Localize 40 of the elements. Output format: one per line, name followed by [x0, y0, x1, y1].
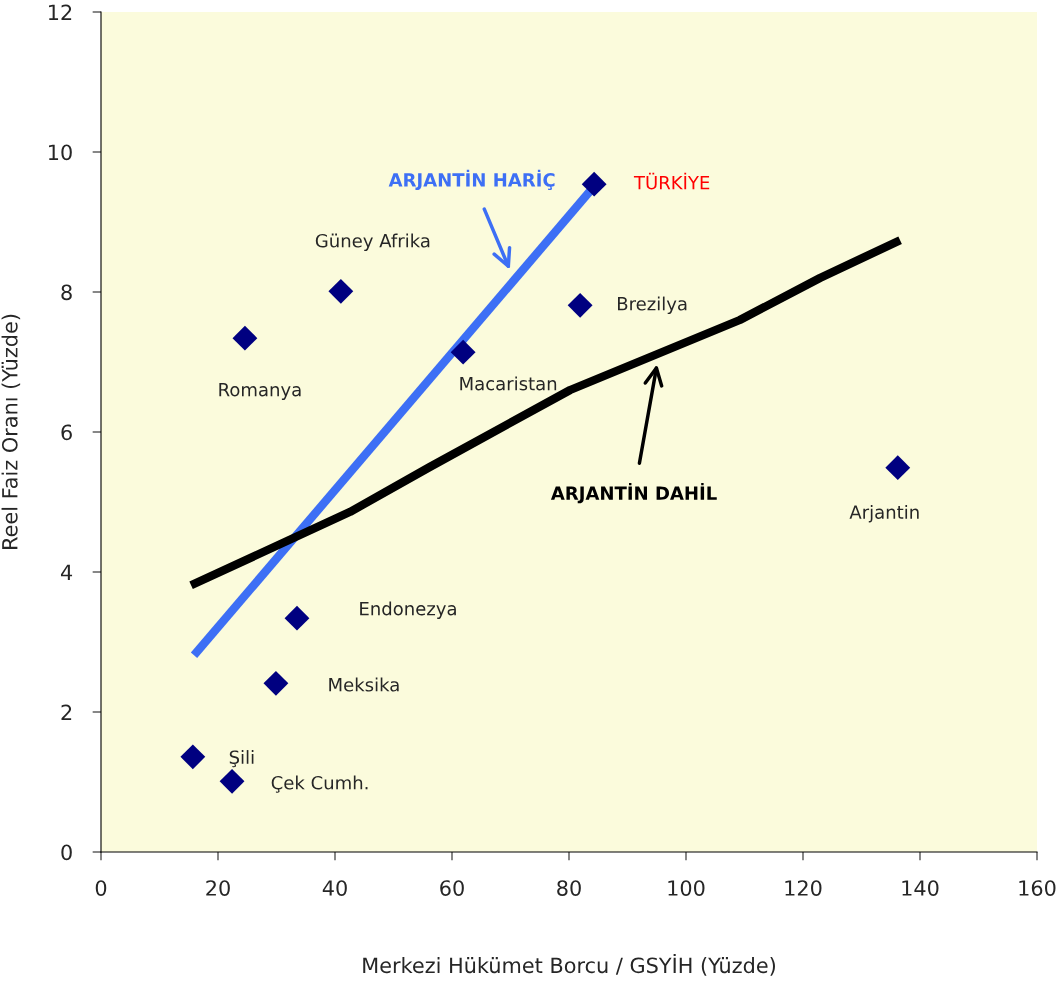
- annotation: ARJANTİN HARİÇ: [388, 169, 555, 191]
- x-tick-label: 60: [440, 880, 464, 896]
- y-tick-label: 4: [60, 564, 73, 580]
- point: [885, 455, 911, 481]
- annotation: Macaristan: [460, 376, 557, 391]
- point: [567, 292, 593, 318]
- y-tick-label: 12: [49, 4, 72, 20]
- point: [450, 339, 476, 365]
- x-tick-label: 20: [206, 880, 230, 896]
- y-tick-label: 0: [61, 844, 72, 861]
- annotation: Brezilya: [618, 296, 687, 315]
- y-tick-label: 8: [61, 284, 72, 301]
- x-tick-label: 140: [902, 880, 939, 896]
- annotation: Güney Afrika: [315, 233, 430, 252]
- x-tick-label: 120: [785, 880, 822, 896]
- x-tick-label: 160: [1019, 880, 1056, 896]
- x-tick-label: 100: [668, 880, 705, 896]
- point: [581, 171, 607, 197]
- point: [284, 605, 310, 631]
- annotation: Çek Cumh.: [271, 775, 368, 793]
- y-axis-title: Reel Faiz Oranı (Yüzde): [1, 314, 21, 549]
- point: [219, 768, 245, 794]
- annotation: Romanya: [219, 383, 301, 400]
- annotation: Endonezya: [360, 601, 456, 619]
- annotation: Şili: [229, 750, 254, 768]
- x-tick-label: 0: [95, 880, 107, 896]
- annotation: Arjantin: [849, 504, 919, 523]
- annotation: ARJANTİN DAHİL: [550, 483, 717, 504]
- y-tick-label: 6: [61, 424, 72, 441]
- annotation: Meksika: [329, 677, 399, 692]
- x-tick-label: 80: [557, 880, 581, 896]
- x-tick-label: 40: [322, 880, 347, 896]
- point: [180, 744, 206, 770]
- x-axis-title: Merkezi Hükümet Borcu / GSYİH (Yüzde): [363, 953, 775, 976]
- y-tick-label: 2: [61, 704, 72, 720]
- annotation: TÜRKİYE: [633, 172, 710, 190]
- point: [328, 278, 354, 304]
- point: [263, 670, 289, 696]
- point: [232, 325, 258, 351]
- y-tick-label: 10: [49, 144, 72, 161]
